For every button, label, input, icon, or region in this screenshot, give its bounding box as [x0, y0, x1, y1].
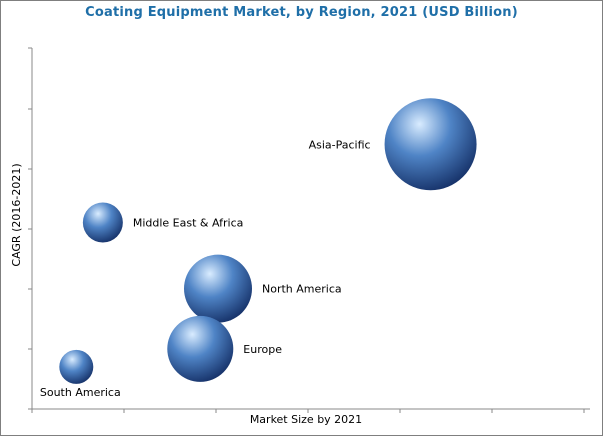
bubble-label-1: Middle East & Africa — [133, 216, 244, 229]
bubble-4 — [59, 349, 94, 384]
bubble-label-3: Europe — [243, 343, 282, 356]
bubble-label-2: North America — [262, 283, 342, 296]
bubble-label-0: Asia-Pacific — [309, 138, 371, 151]
bubble-1 — [82, 202, 123, 243]
x-axis-title: Market Size by 2021 — [250, 413, 362, 426]
y-axis-title: CAGR (2016-2021) — [10, 163, 23, 266]
bubble-2 — [184, 254, 252, 323]
bubble-0 — [384, 98, 477, 191]
bubble-label-4: South America — [40, 386, 121, 399]
chart-title: Coating Equipment Market, by Region, 202… — [85, 5, 518, 20]
bubble-3 — [167, 315, 234, 382]
